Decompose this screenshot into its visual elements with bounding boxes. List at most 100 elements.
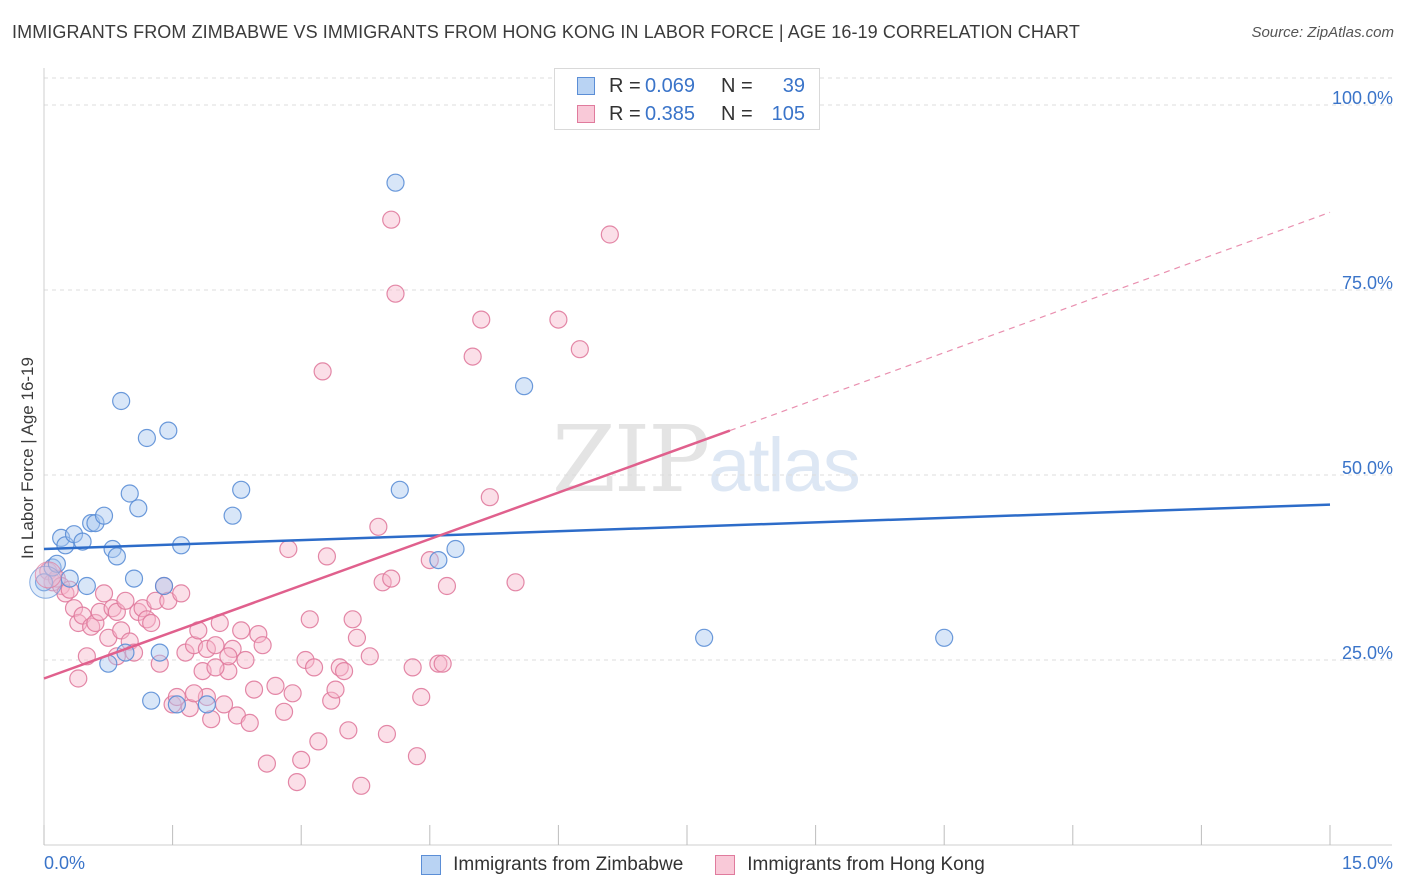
legend-label-zimbabwe: Immigrants from Zimbabwe — [453, 854, 684, 875]
zimbabwe-point — [515, 377, 534, 396]
hongkong-point — [480, 488, 499, 507]
hongkong-point — [433, 654, 452, 673]
zimbabwe-point — [935, 628, 954, 647]
legend-item-zimbabwe: Immigrants from Zimbabwe — [421, 854, 683, 876]
hongkong-point — [317, 547, 337, 566]
legend-label-hongkong: Immigrants from Hong Kong — [747, 854, 985, 875]
y-tick-label: 25.0% — [1342, 643, 1393, 663]
n-label: N = — [721, 74, 753, 97]
hongkong-point — [309, 732, 328, 751]
zimbabwe-swatch — [577, 77, 595, 95]
r-value: 0.069 — [645, 74, 696, 97]
hongkong-point — [292, 750, 311, 770]
hongkong-point — [86, 613, 105, 633]
chart-title: IMMIGRANTS FROM ZIMBABWE VS IMMIGRANTS F… — [12, 22, 1080, 42]
hongkong-point — [326, 680, 345, 699]
stats-legend-hongkong: R = 0.385 N = 105 — [577, 102, 805, 126]
hongkong-point — [274, 702, 294, 721]
y-tick-label: 75.0% — [1342, 273, 1393, 293]
series-legend: Immigrants from Zimbabwe Immigrants from… — [0, 852, 1406, 878]
watermark: ZIPatlas — [552, 406, 861, 513]
hongkong-point — [377, 724, 397, 744]
zimbabwe-point — [386, 173, 405, 192]
hongkong-point — [300, 610, 319, 629]
x-tick-label: 0.0% — [44, 853, 85, 873]
hongkong-point — [146, 591, 165, 610]
zimbabwe-point — [695, 628, 714, 647]
hongkong-point — [437, 576, 457, 596]
zimbabwe-point — [159, 421, 178, 440]
zimbabwe-point — [112, 391, 131, 411]
source-label: Source: ZipAtlas.com — [1251, 24, 1394, 41]
zimbabwe-point — [197, 695, 216, 714]
hongkong-point — [463, 347, 482, 366]
hongkong-point — [34, 561, 62, 589]
hongkong-swatch — [577, 105, 595, 123]
zimbabwe-swatch — [421, 855, 442, 875]
zimbabwe-point — [129, 499, 148, 518]
zimbabwe-point — [167, 695, 186, 714]
hongkong-point — [142, 613, 161, 633]
hongkong-point — [472, 310, 491, 329]
hongkong-swatch — [715, 855, 736, 875]
r-label: R = — [609, 74, 641, 97]
hongkong-point — [403, 658, 422, 677]
n-value: 105 — [771, 102, 805, 125]
zimbabwe-point — [390, 480, 409, 499]
zimbabwe-point — [94, 506, 114, 525]
watermark-zip: ZIP — [552, 406, 710, 513]
hongkong-point — [407, 747, 427, 766]
hongkong-point — [287, 772, 307, 792]
hongkong-point — [369, 517, 388, 536]
hongkong-point — [69, 669, 88, 688]
zimbabwe-trend-line — [43, 503, 1331, 551]
hongkong-point — [549, 310, 568, 329]
hongkong-point — [339, 721, 358, 740]
x-tick-label: 15.0% — [1342, 853, 1393, 873]
y-tick-label: 50.0% — [1342, 458, 1393, 478]
zimbabwe-point — [232, 480, 251, 499]
stats-legend-zimbabwe: R = 0.069 N = 39 — [577, 74, 805, 98]
hongkong-point — [600, 225, 619, 244]
zimbabwe-point — [73, 532, 92, 551]
y-tick-label: 100.0% — [1332, 88, 1393, 108]
hongkong-point — [334, 661, 354, 681]
hongkong-point — [382, 210, 401, 229]
hongkong-point — [313, 362, 332, 381]
hongkong-point — [257, 754, 277, 773]
hongkong-point — [283, 684, 302, 703]
zimbabwe-point — [142, 691, 161, 710]
hongkong-point — [249, 624, 268, 644]
hongkong-point — [279, 539, 298, 559]
zimbabwe-point — [429, 550, 448, 570]
hongkong-trend-extension — [729, 211, 1331, 432]
hongkong-point — [236, 650, 255, 670]
zimbabwe-point — [137, 428, 156, 448]
hongkong-trend-line — [43, 429, 731, 680]
zimbabwe-point — [77, 576, 96, 596]
hongkong-point — [382, 569, 401, 588]
zimbabwe-point — [446, 539, 465, 559]
hongkong-point — [94, 584, 114, 603]
hongkong-point — [202, 710, 221, 729]
zimbabwe-point — [120, 484, 139, 503]
zimbabwe-point — [223, 506, 242, 525]
r-value: 0.385 — [645, 102, 696, 125]
watermark-atlas: atlas — [708, 423, 861, 508]
hongkong-point — [322, 691, 341, 710]
hongkong-point — [266, 676, 285, 696]
hongkong-point — [347, 628, 367, 647]
hongkong-point — [343, 610, 362, 629]
hongkong-point — [506, 573, 525, 592]
zimbabwe-point — [34, 573, 54, 592]
hongkong-point — [232, 621, 251, 640]
zimbabwe-point — [107, 547, 126, 566]
hongkong-point — [116, 591, 135, 610]
zimbabwe-point — [29, 565, 63, 599]
hongkong-point — [386, 284, 405, 303]
hongkong-point — [167, 687, 186, 707]
stats-legend: R = 0.069 N = 39 R = 0.385 N = 105 — [554, 68, 820, 130]
hongkong-point — [172, 584, 191, 603]
n-label: N = — [721, 102, 753, 125]
